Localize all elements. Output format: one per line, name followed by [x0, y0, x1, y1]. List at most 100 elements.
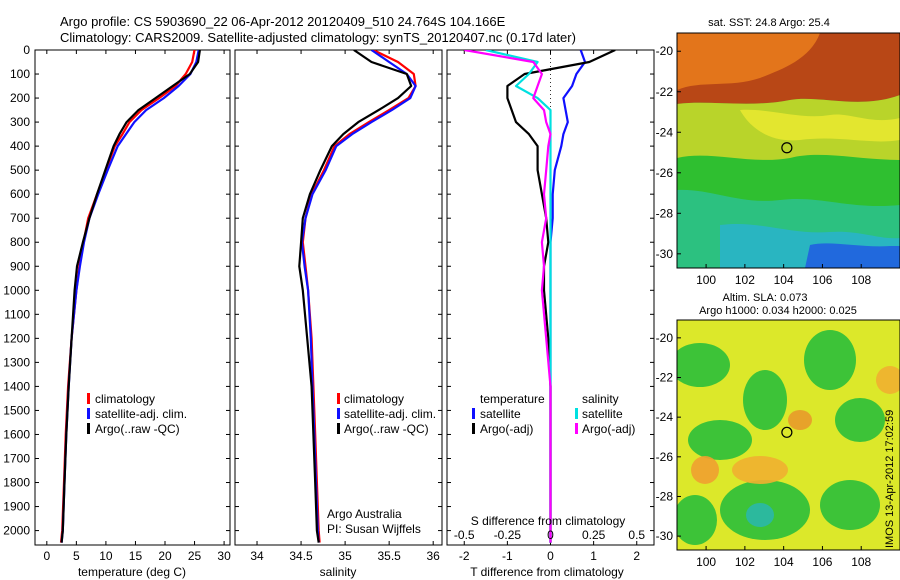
sla-blob — [804, 330, 856, 390]
temperature-lines — [59, 50, 201, 543]
sst-band — [805, 243, 900, 268]
difference-xlabel: T difference from climatology — [470, 565, 624, 579]
imos-timestamp: IMOS 13-Apr-2012 17:02:59 — [884, 410, 896, 548]
temperature-panel: 0 5 10 15 20 25 30 temperature (deg C) climato… — [43, 50, 231, 579]
x-tick-label: 35 — [338, 549, 352, 563]
series-line-2 — [60, 50, 201, 543]
depth-tick-label: 800 — [10, 235, 30, 249]
map-x-tick-label: 100 — [696, 555, 716, 569]
legend-label-s-argo: Argo(-adj) — [582, 422, 635, 436]
map-x-tick-label: 106 — [812, 273, 832, 287]
map-y-tick-label: -20 — [656, 331, 674, 345]
sla-blob — [743, 370, 787, 430]
top-tick-label: -0.25 — [494, 528, 522, 542]
top-tick-label: 0.5 — [628, 528, 645, 542]
sst-map-ticks: 100 102 104 106 108 -20 -22 -24 -26 -28 -30 — [656, 44, 872, 287]
x-tick-label: 0 — [547, 549, 554, 563]
legend-swatch-argo — [87, 423, 90, 434]
x-tick-label: 10 — [99, 549, 113, 563]
salinity-panel-frame — [234, 49, 443, 546]
map-x-tick-label: 100 — [696, 273, 716, 287]
sla-blob — [835, 398, 885, 442]
depth-tick-label: 2000 — [3, 524, 30, 538]
x-tick-label: 35.5 — [377, 549, 401, 563]
depth-tick-label: 500 — [10, 163, 30, 177]
sst-map-title: sat. SST: 24.8 Argo: 25.4 — [708, 17, 830, 29]
difference-top-ticks: -0.5 -0.25 0 0.25 0.5 — [454, 528, 646, 542]
legend-swatch-s-satellite — [575, 408, 578, 419]
legend-label-climatology: climatology — [95, 392, 155, 406]
sst-map: sat. SST: 24.8 Argo: 25.4 100 102 104 106 10… — [656, 17, 900, 287]
series-line-0 — [59, 50, 196, 543]
salinity-xlabel: salinity — [320, 565, 357, 579]
series-line-1 — [60, 50, 200, 543]
depth-tick-label: 700 — [10, 211, 30, 225]
legend-header-salinity: salinity — [582, 392, 619, 406]
sla-blob — [820, 480, 880, 530]
map-y-tick-label: -26 — [656, 166, 674, 180]
sla-blob — [677, 495, 717, 545]
depth-tick-label: 1500 — [3, 403, 30, 417]
depth-tick-label: 1800 — [3, 476, 30, 490]
legend-label-argo: Argo(..raw -QC) — [344, 422, 429, 436]
sla-field — [677, 330, 900, 545]
map-y-tick-label: -28 — [656, 489, 674, 503]
x-tick-label: 25 — [188, 549, 202, 563]
sst-map-frame — [676, 32, 900, 269]
map-y-tick-label: -26 — [656, 450, 674, 464]
series-line-1 — [506, 50, 616, 543]
legend-label-satellite: satellite-adj. clim. — [344, 407, 436, 421]
top-tick-label: 0.25 — [582, 528, 606, 542]
map-x-tick-label: 108 — [851, 273, 871, 287]
sla-blob — [688, 420, 752, 460]
x-tick-label: -2 — [459, 549, 470, 563]
depth-tick-label: 1300 — [3, 355, 30, 369]
map-y-tick-label: -24 — [656, 410, 674, 424]
x-tick-label: 34 — [250, 549, 264, 563]
depth-tick-label: 1700 — [3, 451, 30, 465]
top-tick-label: 0 — [547, 528, 554, 542]
legend-label-climatology: climatology — [344, 392, 404, 406]
legend-swatch-argo — [337, 423, 340, 434]
legend-swatch-t-satellite — [472, 408, 475, 419]
sla-blob — [788, 410, 812, 430]
sst-band — [740, 109, 900, 142]
depth-tick-label: 400 — [10, 139, 30, 153]
map-y-tick-label: -28 — [656, 206, 674, 220]
map-y-tick-label: -20 — [656, 44, 674, 58]
temperature-xlabel: temperature (deg C) — [78, 565, 186, 579]
temperature-panel-frame — [34, 49, 231, 546]
series-line-3 — [464, 50, 552, 543]
x-tick-label: 15 — [129, 549, 143, 563]
x-tick-label: 0 — [43, 549, 50, 563]
map-x-tick-label: 108 — [851, 555, 871, 569]
temperature-legend: climatology satellite-adj. clim. Argo(..… — [87, 392, 187, 436]
depth-tick-label: 1600 — [3, 427, 30, 441]
sla-map-ticks: 100 102 104 106 108 -20 -22 -24 -26 -28 -30 — [656, 331, 872, 569]
difference-panel: -2 -1 0 1 2 T difference from climatology S … — [454, 50, 646, 579]
annotation-pi: PI: Susan Wijffels — [327, 522, 421, 536]
depth-tick-label: 600 — [10, 187, 30, 201]
difference-lines — [464, 50, 616, 543]
legend-swatch-satellite — [337, 408, 340, 419]
difference-xlabel-top: S difference from climatology — [471, 514, 626, 528]
map-x-tick-label: 102 — [735, 273, 755, 287]
salinity-legend: climatology satellite-adj. clim. Argo(..… — [337, 392, 436, 436]
depth-tick-label: 300 — [10, 115, 30, 129]
sla-map-frame — [676, 319, 900, 551]
legend-swatch-s-argo — [575, 423, 578, 434]
difference-legend: temperature salinity satellite Argo(-adj… — [472, 392, 635, 436]
x-tick-label: -1 — [502, 549, 513, 563]
x-tick-label: 30 — [217, 549, 231, 563]
map-x-tick-label: 102 — [735, 555, 755, 569]
sla-blob — [691, 456, 719, 484]
series-line-0 — [301, 50, 417, 543]
argo-position-marker — [781, 142, 793, 154]
legend-label-satellite: satellite-adj. clim. — [95, 407, 187, 421]
argo-position-marker — [781, 426, 793, 438]
x-tick-label: 1 — [590, 549, 597, 563]
x-tick-label: 36 — [427, 549, 441, 563]
top-tick-label: -0.5 — [454, 528, 475, 542]
salinity-panel: 34 34.5 35 35.5 36 salinity climatology sate… — [250, 50, 440, 579]
